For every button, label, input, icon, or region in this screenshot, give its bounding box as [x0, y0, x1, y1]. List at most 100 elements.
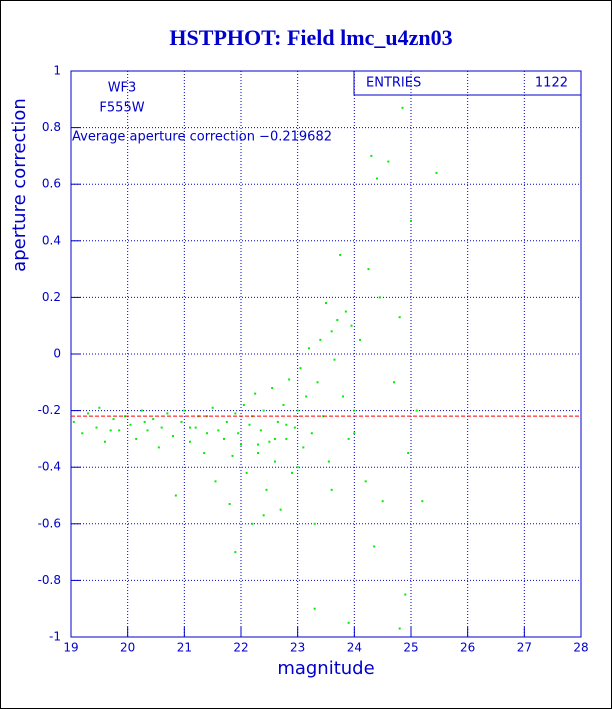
point [435, 171, 438, 174]
point [112, 418, 115, 421]
y-tick-label: -0.2 [38, 403, 61, 417]
x-tick-label: 22 [233, 641, 248, 655]
point [378, 296, 381, 299]
x-tick-label: 24 [347, 641, 362, 655]
point [296, 409, 299, 412]
point [325, 302, 327, 305]
x-tick-label: 25 [403, 641, 418, 655]
y-tick-label: 0 [53, 347, 61, 361]
point [274, 437, 276, 440]
point [87, 412, 89, 415]
point [401, 106, 404, 109]
y-tick-label: -1 [49, 630, 61, 644]
y-tick-label: 0.8 [42, 120, 61, 134]
point [259, 429, 262, 432]
point [327, 460, 330, 463]
point [123, 415, 126, 418]
stats-value: 1122 [535, 76, 568, 91]
annotation: WF3 [108, 81, 137, 96]
point [376, 177, 378, 180]
point [189, 426, 191, 429]
y-tick-label: -0.6 [38, 516, 61, 530]
point [404, 593, 407, 596]
point [240, 443, 242, 446]
point [203, 452, 206, 455]
x-tick-label: 27 [517, 641, 532, 655]
point [310, 432, 313, 435]
point [237, 432, 240, 435]
point [279, 508, 282, 511]
point [353, 409, 356, 412]
point [257, 443, 259, 446]
point [342, 395, 344, 398]
point [393, 381, 395, 384]
y-axis-label: aperture correction [9, 98, 30, 272]
point [350, 324, 353, 327]
point [370, 154, 373, 157]
point [228, 502, 231, 505]
y-tick-label: 0.2 [42, 290, 61, 304]
annotation: F555W [99, 101, 144, 116]
point [189, 440, 191, 443]
point [373, 545, 376, 548]
point [98, 406, 101, 409]
point [285, 437, 288, 440]
y-tick-label: 0.4 [42, 233, 61, 247]
point [152, 418, 155, 421]
point [242, 403, 245, 406]
point [282, 403, 285, 406]
point [339, 253, 342, 256]
point [262, 409, 265, 412]
y-tick-label: 1 [53, 64, 61, 78]
point [285, 423, 288, 426]
point [381, 500, 384, 503]
point [234, 551, 237, 554]
point [308, 347, 310, 350]
x-tick-label: 21 [177, 641, 192, 655]
point [214, 480, 217, 483]
point [364, 480, 367, 483]
point [398, 627, 401, 630]
x-tick-label: 19 [63, 641, 78, 655]
point [313, 607, 316, 610]
point [72, 420, 75, 423]
point [333, 358, 336, 361]
point [223, 437, 225, 440]
point [206, 432, 208, 435]
point [410, 219, 412, 222]
point [359, 338, 361, 341]
point [245, 471, 248, 474]
point [166, 412, 169, 415]
point [262, 514, 265, 517]
point [305, 395, 308, 398]
x-axis-label: magnitude [277, 658, 374, 679]
point [313, 522, 316, 525]
point [347, 621, 350, 624]
chart-title: HSTPHOT: Field lmc_u4zn03 [169, 25, 452, 50]
point [347, 437, 350, 440]
point [421, 500, 424, 503]
point [231, 454, 234, 457]
point [293, 426, 296, 429]
y-tick-label: -0.4 [38, 460, 61, 474]
point [274, 460, 276, 463]
point [271, 386, 274, 389]
point [248, 423, 251, 426]
point [81, 432, 84, 435]
point [367, 268, 370, 271]
point [104, 440, 106, 443]
point [319, 338, 322, 341]
point [276, 420, 279, 423]
point [180, 420, 183, 423]
x-tick-label: 26 [460, 641, 475, 655]
point [129, 423, 132, 426]
y-tick-label: -0.8 [38, 573, 61, 587]
x-tick-label: 28 [573, 641, 588, 655]
point [254, 392, 257, 395]
point [291, 471, 293, 474]
point [225, 420, 228, 423]
point [336, 319, 339, 322]
point [160, 426, 163, 429]
annotation: Average aperture correction −0.219682 [72, 130, 332, 145]
point [194, 426, 197, 429]
